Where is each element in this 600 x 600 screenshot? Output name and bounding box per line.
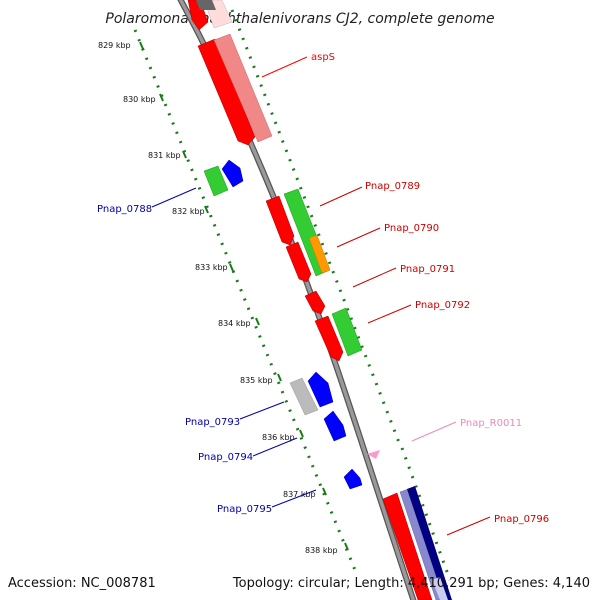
tick-label: 829 kbp	[98, 41, 131, 50]
callout-line	[411, 421, 457, 442]
tick-label: 837 kbp	[283, 490, 316, 499]
tick-label: 831 kbp	[148, 151, 181, 160]
gene-aspS-pink[interactable]	[213, 33, 273, 143]
gene-label-Pnap-R0011[interactable]: Pnap_R0011	[460, 418, 522, 429]
tick-label: 835 kbp	[240, 376, 273, 385]
gene-Pnap-0792[interactable]	[314, 315, 344, 362]
genome-backbone-shadow	[177, 0, 417, 600]
callout-line	[336, 227, 381, 248]
callout-line	[367, 304, 412, 324]
tick-label: 834 kbp	[218, 319, 251, 328]
gene-label-Pnap-0788[interactable]: Pnap_0788	[97, 204, 152, 215]
gene-cds-green[interactable]	[331, 307, 363, 357]
gene-label-Pnap-0795[interactable]: Pnap_0795	[217, 504, 272, 515]
gene-label-Pnap-0794[interactable]: Pnap_0794	[198, 452, 253, 463]
gene-label-Pnap-0790[interactable]: Pnap_0790	[384, 223, 439, 234]
gene-label-Pnap-0796[interactable]: Pnap_0796	[494, 514, 549, 525]
gene-cds-red[interactable]	[382, 492, 433, 600]
tick-label: 833 kbp	[195, 263, 228, 272]
gene-Pnap-0794[interactable]	[323, 410, 347, 442]
callout-line	[271, 489, 317, 508]
gene-label-aspS[interactable]: aspS	[311, 52, 335, 63]
tick-label: 838 kbp	[305, 546, 338, 555]
gene-Pnap-0796[interactable]	[407, 486, 452, 600]
gene-Pnap-0791[interactable]	[304, 290, 326, 315]
gene-cds-grey[interactable]	[289, 377, 319, 416]
callout-line	[319, 186, 363, 207]
gene-label-Pnap-0789[interactable]: Pnap_0789	[365, 181, 420, 192]
gene-cds-red[interactable]	[265, 195, 295, 246]
gene-cds-red[interactable]	[285, 241, 312, 283]
callout-line	[446, 516, 491, 536]
gene-cds-top[interactable]	[187, 0, 209, 31]
accession-text: Accession: NC_008781	[8, 576, 156, 591]
gene-label-Pnap-0791[interactable]: Pnap_0791	[400, 264, 455, 275]
gene-Pnap-0788[interactable]	[221, 159, 244, 188]
gene-Pnap-R0011[interactable]	[367, 450, 380, 459]
callout-line	[151, 187, 197, 208]
genome-summary-text: Topology: circular; Length: 4,410,291 bp…	[232, 576, 590, 591]
gene-cds-top-grey[interactable]	[196, 0, 216, 10]
gene-Pnap-0790[interactable]	[308, 234, 331, 274]
gene-cds-green[interactable]	[203, 165, 229, 197]
callout-line	[352, 267, 397, 288]
gene-Pnap-0793[interactable]	[307, 371, 334, 408]
gene-label-Pnap-0793[interactable]: Pnap_0793	[185, 417, 240, 428]
tick-dots-left	[133, 29, 357, 571]
tick-label: 836 kbp	[262, 433, 295, 442]
callout-line	[252, 437, 298, 457]
gene-Pnap-0795[interactable]	[343, 468, 363, 490]
callout-line	[261, 56, 308, 78]
gene-cds-pale[interactable]	[432, 577, 448, 600]
tick-marks	[139, 41, 349, 551]
tick-dots-right-lower	[400, 447, 452, 581]
callout-line	[239, 401, 285, 420]
gene-aspS-red[interactable]	[197, 38, 256, 146]
map-title: Polaromonas naphthalenivorans CJ2, compl…	[105, 11, 494, 27]
tick-label: 830 kbp	[123, 95, 156, 104]
gene-label-Pnap-0792[interactable]: Pnap_0792	[415, 300, 470, 311]
tick-label: 832 kbp	[172, 207, 205, 216]
genome-backbone	[178, 0, 416, 600]
